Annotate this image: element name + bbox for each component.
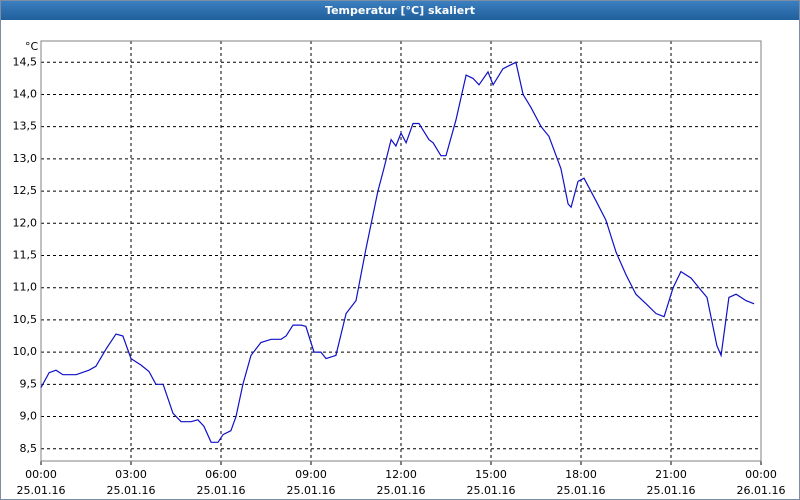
plot-frame [40, 40, 762, 462]
y-tick-label: 13,0 [13, 152, 38, 165]
x-tick-date: 25.01.16 [107, 484, 156, 497]
x-tick-label: 03:00 [115, 468, 147, 481]
x-tick-date: 25.01.16 [557, 484, 606, 497]
y-tick-label: 9,0 [20, 410, 38, 423]
y-tick-label: 11,5 [13, 249, 38, 262]
y-tick-label: 10,0 [13, 345, 38, 358]
y-tick-label: 11,0 [13, 281, 38, 294]
y-unit: °C [25, 40, 39, 53]
x-tick-date: 25.01.16 [17, 484, 66, 497]
x-tick-label: 12:00 [385, 468, 417, 481]
x-tick-label: 15:00 [475, 468, 507, 481]
x-tick-label: 09:00 [295, 468, 327, 481]
y-tick-label: 10,5 [13, 313, 38, 326]
y-tick-label: 12,5 [13, 184, 38, 197]
y-tick-label: 13,5 [13, 120, 38, 133]
x-tick-date: 25.01.16 [197, 484, 246, 497]
x-tick-label: 06:00 [205, 468, 237, 481]
y-tick-label: 9,5 [20, 377, 38, 390]
x-tick-date: 25.01.16 [647, 484, 696, 497]
x-tick-date: 25.01.16 [287, 484, 336, 497]
x-tick-date: 25.01.16 [467, 484, 516, 497]
temperature-line [40, 61, 755, 443]
x-tick-date: 25.01.16 [377, 484, 426, 497]
y-tick-label: 12,0 [13, 216, 38, 229]
y-tick-label: 8,5 [20, 442, 38, 455]
x-tick-label: 00:00 [745, 468, 777, 481]
title-bar: Temperatur [°C] skaliert [1, 1, 799, 20]
x-tick-label: 21:00 [655, 468, 687, 481]
y-tick-label: 14,0 [13, 87, 38, 100]
chart: °C 8,5 9,0 9,5 10,0 10,5 11,0 11,5 12,0 12,5 13,0 1… [13, 40, 786, 497]
x-tick-date: 26.01.16 [737, 484, 786, 497]
y-tick-label: 14,5 [13, 55, 38, 68]
x-tick-label: 00:00 [25, 468, 57, 481]
x-tick-label: 18:00 [565, 468, 597, 481]
